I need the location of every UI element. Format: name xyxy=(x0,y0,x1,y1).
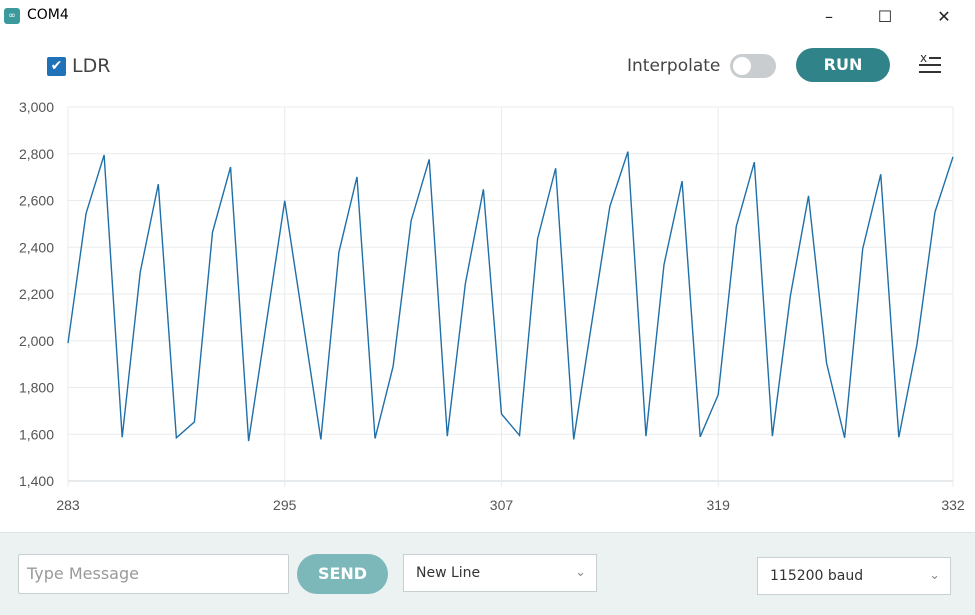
title-bar: ∞ COM4 – ☐ ✕ xyxy=(0,0,975,32)
maximize-button[interactable]: ☐ xyxy=(877,6,893,26)
x-tick-label: 307 xyxy=(490,497,514,513)
baud-select[interactable]: 115200 baud ⌄ xyxy=(757,557,951,595)
y-tick-label: 1,400 xyxy=(19,473,54,489)
bottom-bar: Type Message SEND New Line ⌄ 115200 baud ⌄ xyxy=(0,532,975,615)
line-chart: 3,000 2,800 2,600 2,400 2,200 2,000 1,800 1,600… xyxy=(19,99,965,513)
y-tick-label: 1,600 xyxy=(19,426,54,442)
y-tick-label: 1,800 xyxy=(19,380,54,396)
chevron-down-icon: ⌄ xyxy=(575,565,586,580)
y-tick-label: 3,000 xyxy=(19,99,54,115)
clear-list-icon[interactable]: x xyxy=(915,52,943,78)
chevron-down-icon: ⌄ xyxy=(929,568,940,583)
series-line-ldr xyxy=(67,151,954,442)
interpolate-toggle[interactable] xyxy=(730,54,776,78)
y-tick-label: 2,200 xyxy=(19,286,54,302)
x-tick-label: 332 xyxy=(941,497,965,513)
window-title: COM4 xyxy=(27,7,69,23)
run-button[interactable]: RUN xyxy=(796,48,890,82)
series-label: LDR xyxy=(72,55,111,77)
series-checkbox[interactable]: ✔ xyxy=(47,57,66,76)
line-ending-value: New Line xyxy=(416,565,481,581)
toggle-knob xyxy=(733,57,751,75)
baud-value: 115200 baud xyxy=(770,568,864,584)
message-input[interactable]: Type Message xyxy=(18,554,289,594)
y-tick-label: 2,600 xyxy=(19,193,54,209)
minimize-button[interactable]: – xyxy=(825,6,833,26)
y-tick-label: 2,000 xyxy=(19,333,54,349)
checkmark-icon: ✔ xyxy=(50,58,63,74)
send-button[interactable]: SEND xyxy=(297,554,388,594)
y-tick-label: 2,800 xyxy=(19,146,54,162)
interpolate-label: Interpolate xyxy=(627,56,721,76)
close-button[interactable]: ✕ xyxy=(937,6,951,26)
x-tick-label: 295 xyxy=(273,497,297,513)
x-tick-label: 319 xyxy=(707,497,731,513)
x-tick-label: 283 xyxy=(56,497,80,513)
line-ending-select[interactable]: New Line ⌄ xyxy=(403,554,597,592)
y-tick-label: 2,400 xyxy=(19,239,54,255)
arduino-logo-icon: ∞ xyxy=(4,8,20,24)
